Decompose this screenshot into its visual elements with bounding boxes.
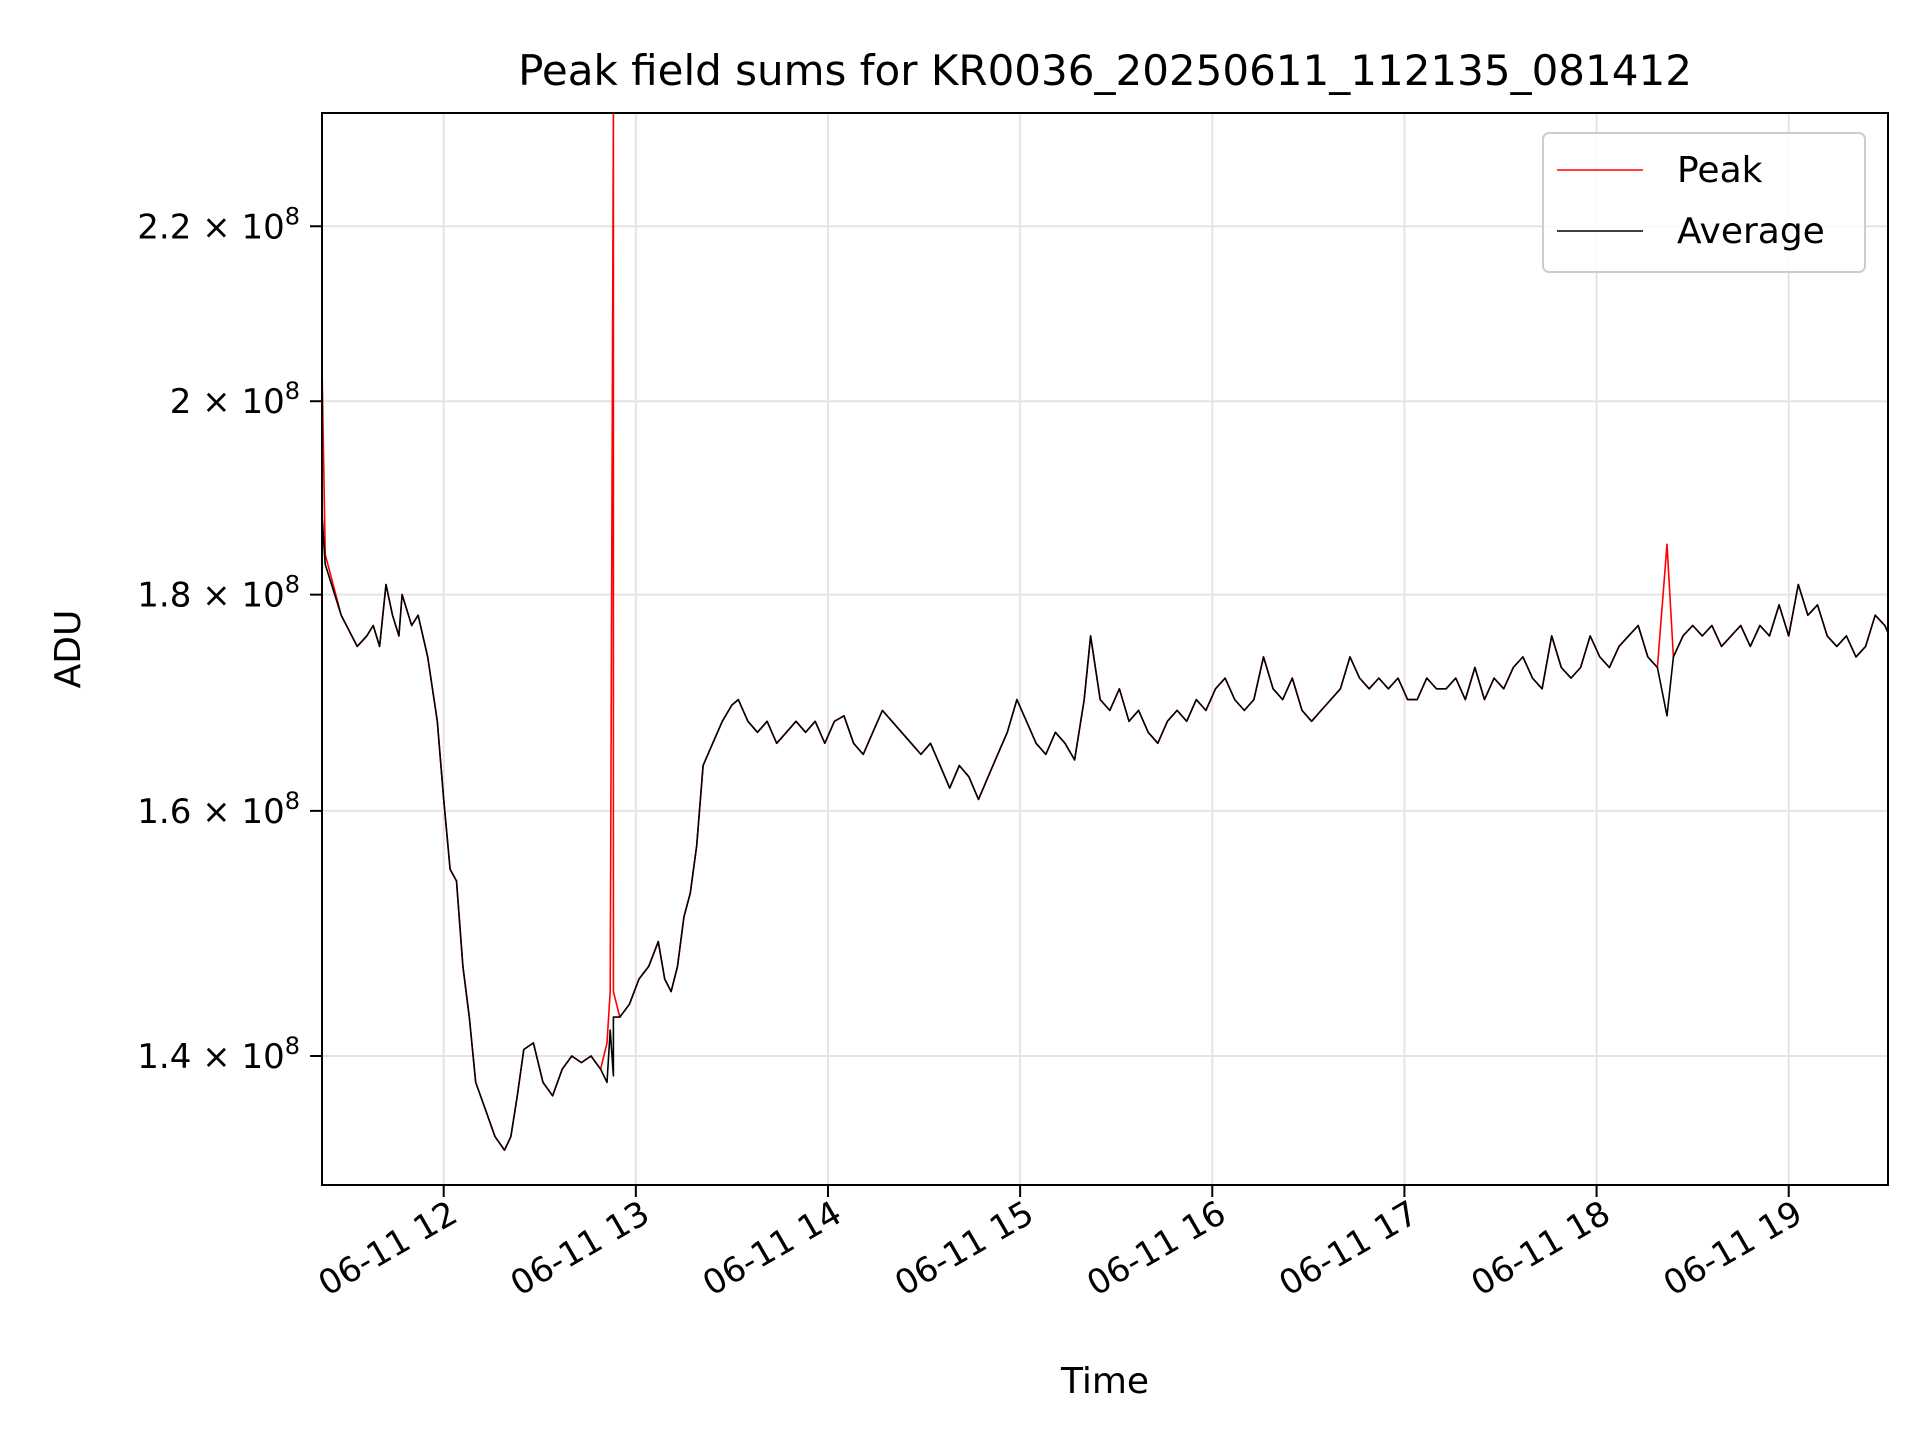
legend-box xyxy=(1542,132,1866,273)
series-layer xyxy=(322,113,1888,1151)
y-tick-label: 2 × 108 xyxy=(170,377,300,422)
chart-title: Peak field sums for KR0036_20250611_1121… xyxy=(518,46,1692,95)
y-tick-label: 1.4 × 108 xyxy=(137,1032,300,1077)
legend: Peak Average xyxy=(1542,132,1866,273)
legend-label-average: Average xyxy=(1677,211,1825,252)
y-tick-label: 1.6 × 108 xyxy=(137,787,300,832)
y-tick-label: 2.2 × 108 xyxy=(137,202,300,247)
y-tick-label: 1.8 × 108 xyxy=(137,571,300,616)
grid-layer xyxy=(322,113,1888,1185)
y-axis-label: ADU xyxy=(48,610,89,689)
x-axis-label: Time xyxy=(1060,1361,1149,1402)
y-axis: 1.4 × 108 1.6 × 108 1.8 × 108 2 × 108 2.2 × … xyxy=(137,202,322,1077)
plot-frame xyxy=(321,112,1889,1186)
series-line-average xyxy=(322,513,1888,1151)
legend-label-peak: Peak xyxy=(1677,150,1763,191)
